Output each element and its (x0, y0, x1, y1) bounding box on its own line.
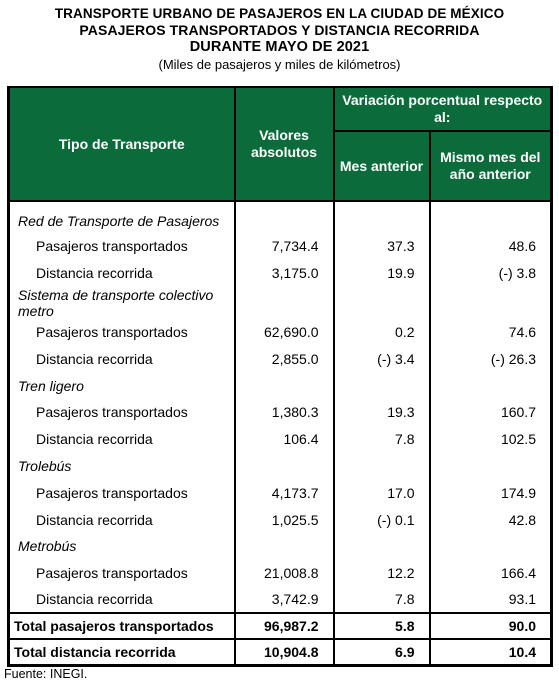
source-note: Fuente: INEGI. (4, 667, 88, 681)
mes-anterior-cell: 19.9 (332, 259, 430, 287)
title-line-2: PASAJEROS TRANSPORTADOS Y DISTANCIA RECO… (79, 22, 480, 38)
valor-cell (233, 372, 334, 399)
total-row: Total pasajeros transportados 96,987.2 5.8… (7, 612, 553, 640)
total-mes-anterior-cell: 5.8 (332, 612, 430, 640)
total-valor-cell: 96,987.2 (233, 612, 334, 640)
header-valores: Valores absolutos (233, 86, 335, 202)
mes-anterior-cell: 37.3 (332, 233, 430, 260)
total-mismo-mes-cell: 10.4 (428, 638, 553, 667)
mes-anterior-cell (332, 372, 430, 399)
header-mismo-mes: Mismo mes del año anterior (428, 130, 553, 202)
mes-anterior-cell: (-) 3.4 (332, 345, 430, 373)
row-label: Distancia recorrida (7, 345, 235, 373)
title-line-1: TRANSPORTE URBANO DE PASAJEROS EN LA CIU… (54, 6, 505, 21)
header-tipo: Tipo de Transporte (7, 86, 236, 202)
valor-cell: 7,734.4 (233, 233, 334, 260)
total-mismo-mes-cell: 90.0 (428, 612, 553, 640)
header-mes-anterior: Mes anterior (332, 130, 431, 202)
mes-anterior-cell (332, 452, 430, 480)
valor-cell: 62,690.0 (233, 318, 334, 346)
valor-cell (233, 286, 334, 319)
row-label: Trolebús (7, 452, 235, 480)
mes-anterior-cell: (-) 0.1 (332, 506, 430, 533)
valor-cell: 4,173.7 (233, 479, 334, 507)
row-label: Distancia recorrida (7, 259, 235, 287)
mismo-mes-cell: 102.5 (428, 425, 553, 453)
row-label: Pasajeros transportados (7, 318, 235, 346)
total-label: Total pasajeros transportados (7, 612, 235, 640)
mes-anterior-cell: 0.2 (332, 318, 430, 346)
table-row: Distancia recorrida 2,855.0 (-) 3.4 (-) 26.… (7, 345, 553, 373)
total-row: Total distancia recorrida 10,904.8 6.9 10.4 (7, 638, 553, 667)
section-row: Trolebús (7, 452, 553, 480)
row-label: Sistema de transporte colectivo metro (7, 286, 235, 319)
mismo-mes-cell: 48.6 (428, 233, 553, 260)
table-row: Pasajeros transportados 1,380.3 19.3 160.7 (7, 398, 553, 426)
table-row: Pasajeros transportados 7,734.4 37.3 48.6 (7, 233, 553, 260)
mes-anterior-cell (332, 286, 430, 319)
row-label: Pasajeros transportados (7, 233, 235, 260)
mismo-mes-cell (428, 372, 553, 399)
mismo-mes-cell: 160.7 (428, 398, 553, 426)
valor-cell: 3,742.9 (233, 586, 334, 614)
valor-cell: 1,380.3 (233, 398, 334, 426)
valor-cell (233, 201, 334, 233)
mismo-mes-cell (428, 201, 553, 233)
table-row: Pasajeros transportados 21,008.8 12.2 166.4 (7, 559, 553, 587)
mes-anterior-cell: 7.8 (332, 586, 430, 614)
table-row: Distancia recorrida 106.4 7.8 102.5 (7, 425, 553, 453)
table-row: Pasajeros transportados 62,690.0 0.2 74.6 (7, 318, 553, 346)
section-row: Red de Transporte de Pasajeros (7, 201, 553, 233)
mes-anterior-cell: 17.0 (332, 479, 430, 507)
mes-anterior-cell: 19.3 (332, 398, 430, 426)
row-label: Pasajeros transportados (7, 479, 235, 507)
table-row: Distancia recorrida 3,175.0 19.9 (-) 3.8 (7, 259, 553, 287)
mes-anterior-cell (332, 532, 430, 560)
mismo-mes-cell: (-) 3.8 (428, 259, 553, 287)
row-label: Distancia recorrida (7, 586, 235, 614)
row-label: Distancia recorrida (7, 506, 235, 533)
row-label: Tren ligero (7, 372, 235, 399)
subtitle: (Miles de pasajeros y miles de kilómetro… (158, 57, 401, 72)
mismo-mes-cell: 174.9 (428, 479, 553, 507)
table-body: Red de Transporte de Pasajeros Pasajeros … (7, 201, 553, 667)
table-row: Distancia recorrida 3,742.9 7.8 93.1 (7, 586, 553, 614)
title-block: TRANSPORTE URBANO DE PASAJEROS EN LA CIU… (0, 5, 559, 72)
table-row: Distancia recorrida 1,025.5 (-) 0.1 42.8 (7, 506, 553, 533)
row-label: Pasajeros transportados (7, 559, 235, 587)
mismo-mes-cell: 42.8 (428, 506, 553, 533)
total-label: Total distancia recorrida (7, 638, 235, 667)
section-row: Metrobús (7, 532, 553, 560)
valor-cell: 21,008.8 (233, 559, 334, 587)
valor-cell (233, 532, 334, 560)
total-mes-anterior-cell: 6.9 (332, 638, 430, 667)
valor-cell: 106.4 (233, 425, 334, 453)
table-row: Pasajeros transportados 4,173.7 17.0 174.9 (7, 479, 553, 507)
mismo-mes-cell: 93.1 (428, 586, 553, 614)
mismo-mes-cell (428, 286, 553, 319)
row-label: Distancia recorrida (7, 425, 235, 453)
transport-table: Tipo de Transporte Valores absolutos Var… (7, 86, 553, 667)
mismo-mes-cell: (-) 26.3 (428, 345, 553, 373)
valor-cell: 1,025.5 (233, 506, 334, 533)
mismo-mes-cell: 74.6 (428, 318, 553, 346)
row-label: Red de Transporte de Pasajeros (7, 201, 235, 233)
mismo-mes-cell (428, 532, 553, 560)
valor-cell: 2,855.0 (233, 345, 334, 373)
section-row: Tren ligero (7, 372, 553, 399)
row-label: Metrobús (7, 532, 235, 560)
mes-anterior-cell: 7.8 (332, 425, 430, 453)
header-variacion: Variación porcentual respecto al: (332, 86, 553, 132)
valor-cell (233, 452, 334, 480)
mes-anterior-cell: 12.2 (332, 559, 430, 587)
section-row: Sistema de transporte colectivo metro (7, 286, 553, 319)
total-valor-cell: 10,904.8 (233, 638, 334, 667)
mismo-mes-cell (428, 452, 553, 480)
title-line-3: DURANTE MAYO DE 2021 (189, 39, 370, 55)
mes-anterior-cell (332, 201, 430, 233)
row-label: Pasajeros transportados (7, 398, 235, 426)
mismo-mes-cell: 166.4 (428, 559, 553, 587)
valor-cell: 3,175.0 (233, 259, 334, 287)
